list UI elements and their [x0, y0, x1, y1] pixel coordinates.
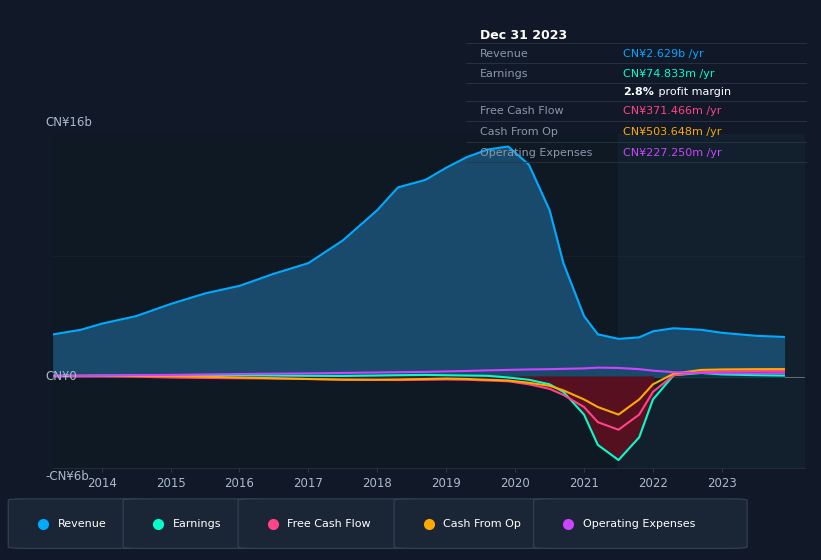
Text: CN¥227.250m /yr: CN¥227.250m /yr — [623, 147, 722, 157]
FancyBboxPatch shape — [394, 499, 558, 548]
Text: profit margin: profit margin — [655, 87, 732, 96]
Text: CN¥2.629b /yr: CN¥2.629b /yr — [623, 49, 704, 58]
Text: CN¥371.466m /yr: CN¥371.466m /yr — [623, 106, 722, 116]
Text: Dec 31 2023: Dec 31 2023 — [480, 30, 567, 43]
Text: CN¥0: CN¥0 — [45, 370, 77, 383]
Text: CN¥74.833m /yr: CN¥74.833m /yr — [623, 69, 714, 79]
Text: Cash From Op: Cash From Op — [480, 127, 557, 137]
Text: 2.8%: 2.8% — [623, 87, 654, 96]
FancyBboxPatch shape — [534, 499, 747, 548]
Text: Free Cash Flow: Free Cash Flow — [480, 106, 563, 116]
FancyBboxPatch shape — [123, 499, 263, 548]
Text: Operating Expenses: Operating Expenses — [583, 519, 695, 529]
Text: Cash From Op: Cash From Op — [443, 519, 521, 529]
Text: Earnings: Earnings — [172, 519, 221, 529]
Text: Free Cash Flow: Free Cash Flow — [287, 519, 371, 529]
Bar — [618, 134, 821, 468]
Text: Revenue: Revenue — [57, 519, 106, 529]
Text: -CN¥6b: -CN¥6b — [45, 470, 89, 483]
Text: CN¥503.648m /yr: CN¥503.648m /yr — [623, 127, 722, 137]
Text: Revenue: Revenue — [480, 49, 529, 58]
Text: Earnings: Earnings — [480, 69, 529, 79]
Text: CN¥16b: CN¥16b — [45, 116, 92, 129]
FancyBboxPatch shape — [8, 499, 148, 548]
Text: Operating Expenses: Operating Expenses — [480, 147, 592, 157]
FancyBboxPatch shape — [238, 499, 419, 548]
